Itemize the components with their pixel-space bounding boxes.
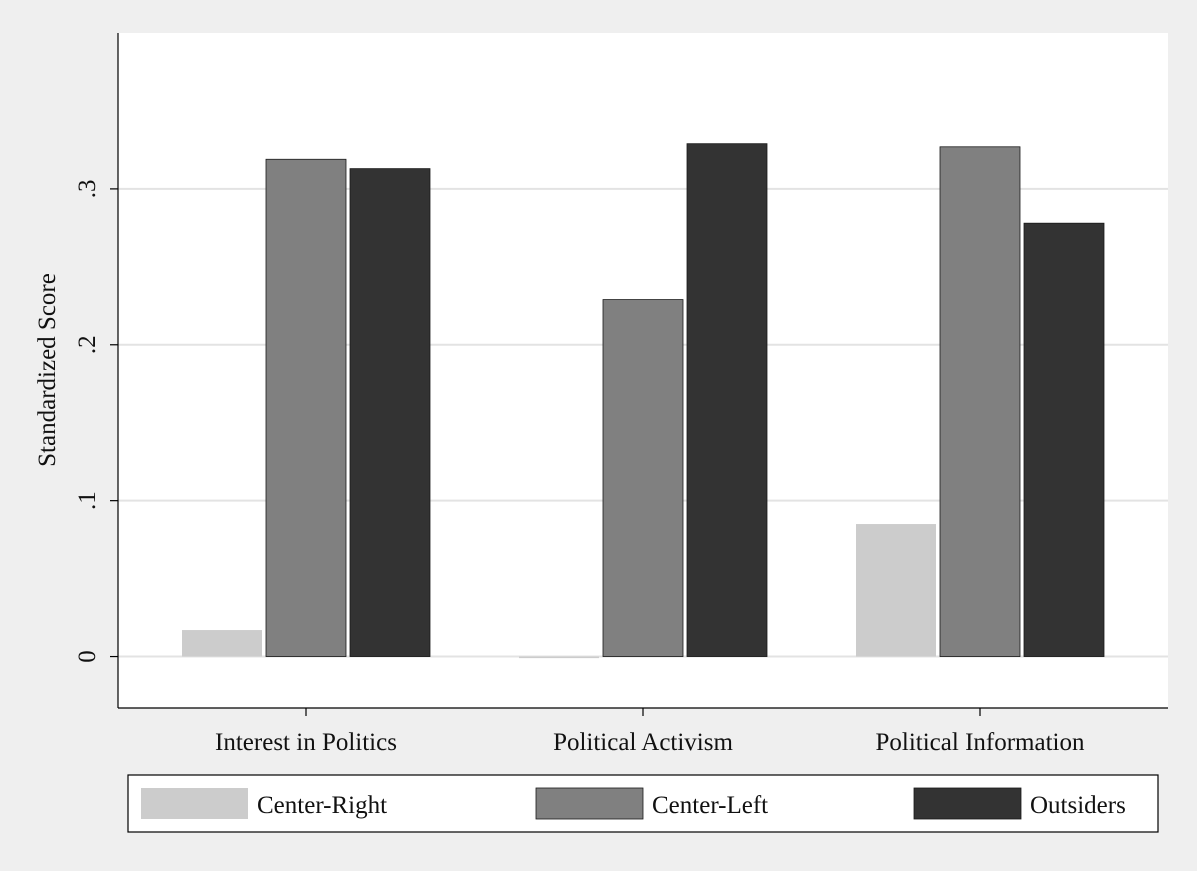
bar-outsiders — [349, 168, 431, 657]
legend-label: Center-Right — [257, 792, 387, 819]
legend-label: Center-Left — [652, 792, 768, 819]
y-tick-label: .2 — [74, 335, 101, 354]
x-tick-label: Political Activism — [553, 729, 733, 756]
bar-center-right — [519, 656, 599, 659]
bar-center-left — [265, 158, 347, 657]
bar-outsiders — [686, 143, 768, 657]
bars — [182, 143, 1105, 659]
bar-center-left — [939, 146, 1021, 657]
bar-center-right — [856, 524, 936, 657]
y-axis-label: Standardized Score — [34, 273, 61, 467]
legend-swatch — [913, 787, 1022, 820]
y-tick-label: 0 — [74, 650, 101, 663]
x-tick-label: Interest in Politics — [215, 729, 397, 756]
x-tick-label: Political Information — [876, 729, 1085, 756]
x-category-labels: Interest in Politics Political Activism Po… — [215, 708, 1085, 756]
bar-outsiders — [1023, 222, 1105, 657]
y-tick-label: .3 — [74, 180, 101, 199]
bar-center-right — [182, 630, 262, 657]
legend-swatch — [535, 787, 644, 820]
y-tick-label: .1 — [74, 491, 101, 510]
legend-swatch — [141, 788, 248, 819]
legend-label: Outsiders — [1030, 792, 1126, 819]
y-ticks: 0 .1 .2 .3 — [74, 180, 118, 663]
bar-center-left — [602, 299, 684, 657]
legend: Center-Right Center-Left Outsiders — [141, 787, 1126, 820]
